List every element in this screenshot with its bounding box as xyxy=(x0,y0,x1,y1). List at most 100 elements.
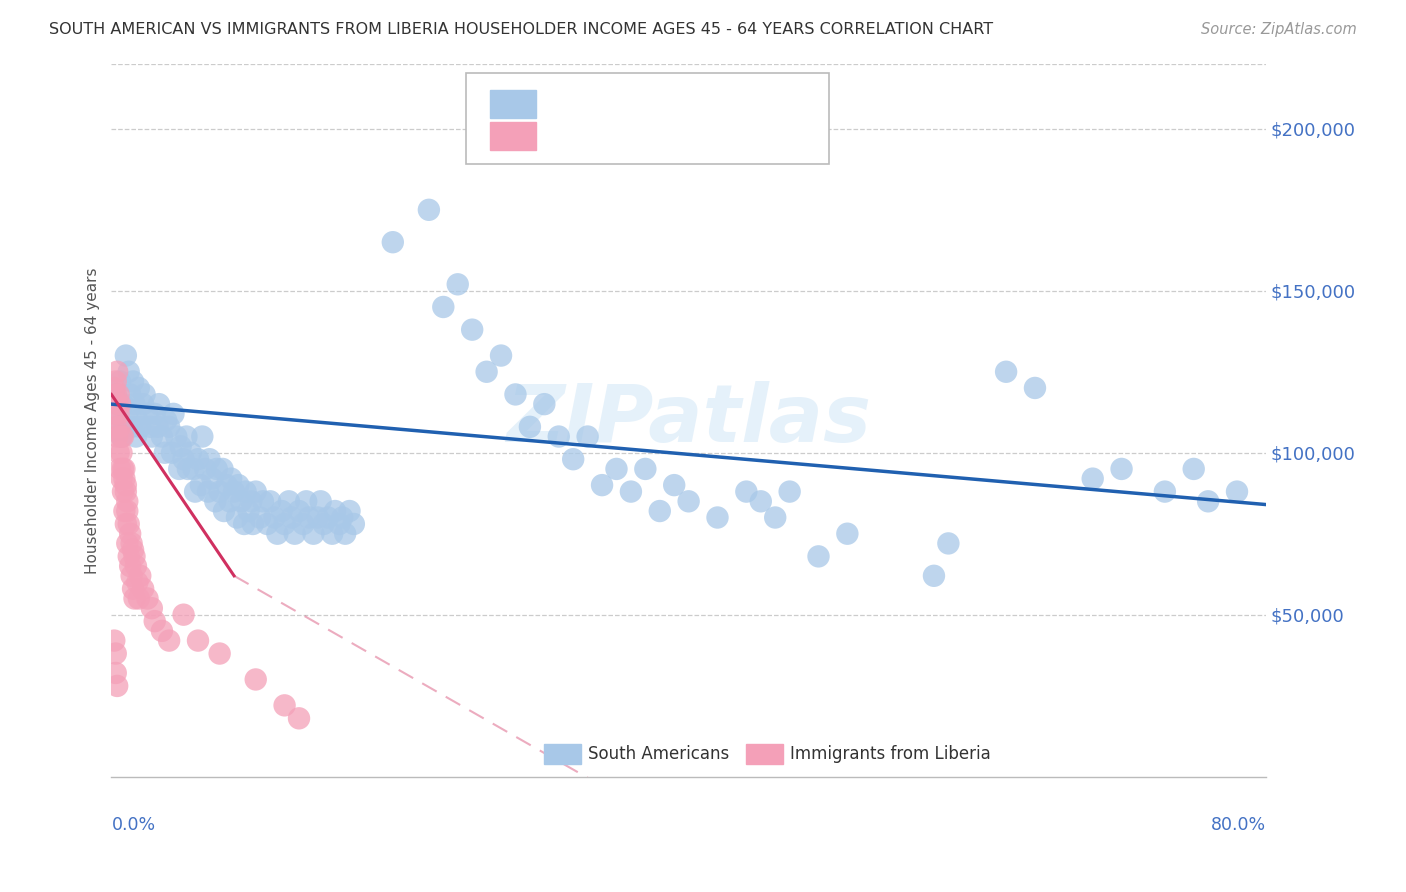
Point xyxy=(177,462,200,476)
Point xyxy=(284,526,307,541)
Point xyxy=(110,446,132,460)
Point xyxy=(995,365,1018,379)
Point xyxy=(461,323,484,337)
Text: SOUTH AMERICAN VS IMMIGRANTS FROM LIBERIA HOUSEHOLDER INCOME AGES 45 - 64 YEARS : SOUTH AMERICAN VS IMMIGRANTS FROM LIBERI… xyxy=(49,22,993,37)
Bar xyxy=(491,122,536,150)
Point xyxy=(242,516,264,531)
Point xyxy=(323,504,346,518)
Point xyxy=(664,478,686,492)
Point xyxy=(112,472,135,486)
Point xyxy=(104,375,127,389)
Point xyxy=(124,591,146,606)
Text: Immigrants from Liberia: Immigrants from Liberia xyxy=(790,745,991,763)
Point xyxy=(143,614,166,628)
Point xyxy=(591,478,613,492)
Point xyxy=(256,516,278,531)
Point xyxy=(620,484,643,499)
Point xyxy=(240,494,263,508)
Point xyxy=(302,526,325,541)
Point xyxy=(104,387,127,401)
Point xyxy=(292,516,315,531)
Point xyxy=(125,429,148,443)
Point xyxy=(519,419,541,434)
Point xyxy=(104,419,127,434)
Point xyxy=(105,679,128,693)
Point xyxy=(105,397,128,411)
Point xyxy=(120,526,142,541)
Point xyxy=(103,381,125,395)
Point xyxy=(321,526,343,541)
Point xyxy=(1111,462,1133,476)
Point xyxy=(288,504,311,518)
Point xyxy=(150,624,173,638)
Point xyxy=(1226,484,1249,499)
Point xyxy=(127,575,149,590)
Point xyxy=(245,673,267,687)
Point xyxy=(218,494,240,508)
Text: 80.0%: 80.0% xyxy=(1211,816,1265,834)
Point xyxy=(678,494,700,508)
Point xyxy=(134,387,156,401)
Point xyxy=(212,504,235,518)
Point xyxy=(807,549,830,564)
Point xyxy=(105,429,128,443)
Point xyxy=(120,559,142,574)
Y-axis label: Householder Income Ages 45 - 64 years: Householder Income Ages 45 - 64 years xyxy=(86,267,100,574)
Point xyxy=(128,381,150,395)
Point xyxy=(127,413,149,427)
Point xyxy=(111,462,134,476)
Point xyxy=(108,462,131,476)
Point xyxy=(233,516,256,531)
Text: ZIPatlas: ZIPatlas xyxy=(506,382,872,459)
Point xyxy=(112,419,135,434)
Point xyxy=(273,698,295,713)
Point xyxy=(576,429,599,443)
Point xyxy=(1153,484,1175,499)
Point xyxy=(208,647,231,661)
Point xyxy=(281,510,304,524)
Point xyxy=(266,526,288,541)
Point xyxy=(104,387,127,401)
Point xyxy=(107,387,129,401)
Point xyxy=(176,429,198,443)
Text: 0.0%: 0.0% xyxy=(111,816,156,834)
Point xyxy=(648,504,671,518)
Bar xyxy=(747,744,783,764)
Point xyxy=(143,407,166,421)
Point xyxy=(157,419,180,434)
Point xyxy=(160,446,183,460)
FancyBboxPatch shape xyxy=(465,72,830,164)
Point xyxy=(117,536,139,550)
Point xyxy=(298,510,321,524)
Point xyxy=(191,429,214,443)
Point xyxy=(107,407,129,421)
Point xyxy=(112,462,135,476)
Point xyxy=(1024,381,1046,395)
Point xyxy=(335,526,357,541)
Point xyxy=(343,516,366,531)
Text: N =  60: N = 60 xyxy=(679,127,748,145)
Point xyxy=(115,484,138,499)
Point xyxy=(146,419,169,434)
Point xyxy=(837,526,859,541)
Point xyxy=(139,419,162,434)
Point xyxy=(104,665,127,680)
Point xyxy=(167,462,190,476)
Point xyxy=(107,413,129,427)
Point xyxy=(259,494,281,508)
Point xyxy=(533,397,555,411)
Point xyxy=(120,387,142,401)
Point xyxy=(122,582,145,596)
Point xyxy=(125,559,148,574)
Text: South Americans: South Americans xyxy=(588,745,730,763)
Point xyxy=(922,569,945,583)
Point xyxy=(328,516,350,531)
Point xyxy=(475,365,498,379)
Point xyxy=(136,407,159,421)
Point xyxy=(173,452,195,467)
Point xyxy=(309,494,332,508)
Point xyxy=(115,478,138,492)
Point xyxy=(104,647,127,661)
Point xyxy=(634,462,657,476)
Point xyxy=(339,504,361,518)
